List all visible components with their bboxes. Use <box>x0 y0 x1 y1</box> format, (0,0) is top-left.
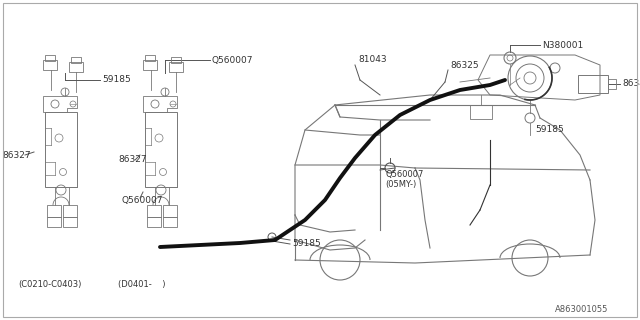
Bar <box>608 79 616 89</box>
Bar <box>45 112 77 187</box>
Bar <box>163 205 177 217</box>
Bar <box>163 217 177 227</box>
Text: A863001055: A863001055 <box>555 306 609 315</box>
Bar <box>145 55 155 61</box>
Bar <box>43 60 57 70</box>
Text: (C0210-C0403): (C0210-C0403) <box>18 281 81 290</box>
Text: (05MY-): (05MY-) <box>385 180 416 189</box>
Bar <box>63 205 77 217</box>
Bar <box>143 60 157 70</box>
Text: 86327: 86327 <box>2 150 31 159</box>
Bar <box>63 217 77 227</box>
Bar <box>47 205 61 217</box>
Bar <box>45 55 55 61</box>
Bar <box>147 217 161 227</box>
Text: 86325: 86325 <box>450 60 479 69</box>
Text: Q560007: Q560007 <box>122 196 163 204</box>
Text: 59185: 59185 <box>102 76 131 84</box>
Bar <box>69 62 83 72</box>
Bar <box>147 205 161 217</box>
Text: N380001: N380001 <box>542 41 583 50</box>
Bar <box>470 105 492 119</box>
Bar <box>145 112 177 187</box>
Text: Q560007: Q560007 <box>212 55 253 65</box>
Text: (D0401-    ): (D0401- ) <box>118 281 166 290</box>
Bar <box>578 75 608 93</box>
Bar <box>171 57 181 63</box>
Text: 59185: 59185 <box>292 239 321 249</box>
Bar <box>169 62 183 72</box>
Text: Q560007: Q560007 <box>385 171 424 180</box>
Text: 81043: 81043 <box>358 55 387 65</box>
Text: 86341: 86341 <box>622 79 640 89</box>
Bar <box>47 217 61 227</box>
Text: 86327: 86327 <box>118 156 147 164</box>
Text: 59185: 59185 <box>535 125 564 134</box>
Bar <box>71 57 81 63</box>
